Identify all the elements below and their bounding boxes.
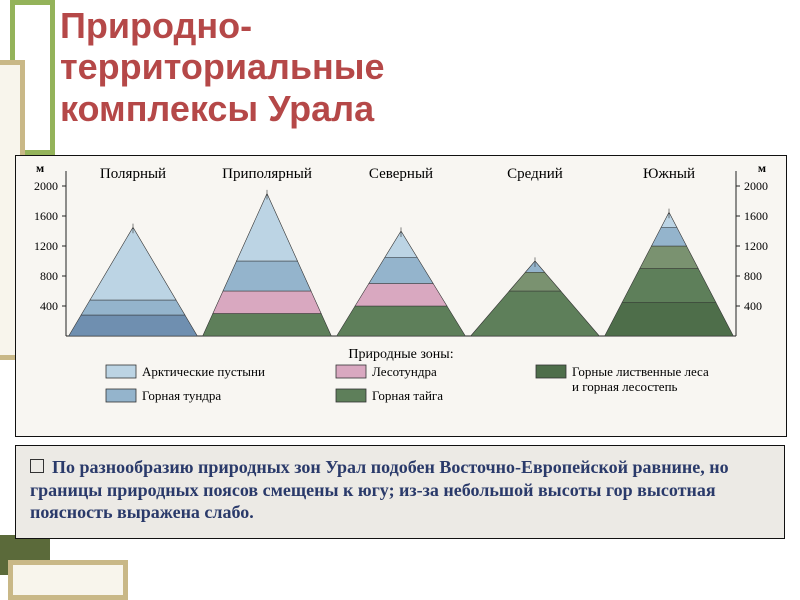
bullet-icon xyxy=(30,459,44,473)
title-box: Природно- территориальные комплексы Урал… xyxy=(60,5,740,129)
summary-text: По разнообразию природных зон Урал подоб… xyxy=(30,457,729,522)
svg-text:1200: 1200 xyxy=(34,239,58,253)
svg-text:Средний: Средний xyxy=(507,166,563,182)
elevation-chart: 400 400 800 800 1200 1200 1600 1600 2000 2000 м м По… xyxy=(16,156,786,436)
svg-text:Северный: Северный xyxy=(369,166,433,182)
svg-text:Лесотундра: Лесотундра xyxy=(372,364,437,379)
title-line3: комплексы Урала xyxy=(60,88,374,129)
svg-text:800: 800 xyxy=(744,269,762,283)
svg-text:м: м xyxy=(758,161,766,175)
title-line2: территориальные xyxy=(60,46,385,87)
svg-text:Горная тайга: Горная тайга xyxy=(372,388,443,403)
svg-text:Полярный: Полярный xyxy=(100,166,166,182)
svg-text:800: 800 xyxy=(40,269,58,283)
chart-area: 400 400 800 800 1200 1200 1600 1600 2000 2000 м м По… xyxy=(15,155,787,437)
svg-text:Арктические пустыни: Арктические пустыни xyxy=(142,364,265,379)
svg-text:Природные зоны:: Природные зоны: xyxy=(348,347,453,362)
svg-text:2000: 2000 xyxy=(744,179,768,193)
svg-text:400: 400 xyxy=(744,299,762,313)
svg-text:Горные лиственные леса: Горные лиственные леса xyxy=(572,364,709,379)
svg-text:Горная тундра: Горная тундра xyxy=(142,388,221,403)
summary-strip: По разнообразию природных зон Урал подоб… xyxy=(15,445,785,539)
svg-text:и горная лесостепь: и горная лесостепь xyxy=(572,379,678,394)
svg-text:м: м xyxy=(36,161,44,175)
svg-text:1600: 1600 xyxy=(744,209,768,223)
svg-text:Южный: Южный xyxy=(643,166,695,182)
title-line1: Природно- xyxy=(60,5,252,46)
svg-text:400: 400 xyxy=(40,299,58,313)
svg-text:2000: 2000 xyxy=(34,179,58,193)
svg-text:1200: 1200 xyxy=(744,239,768,253)
decor-tan-bottom xyxy=(8,560,128,600)
svg-text:1600: 1600 xyxy=(34,209,58,223)
svg-text:Приполярный: Приполярный xyxy=(222,166,312,182)
